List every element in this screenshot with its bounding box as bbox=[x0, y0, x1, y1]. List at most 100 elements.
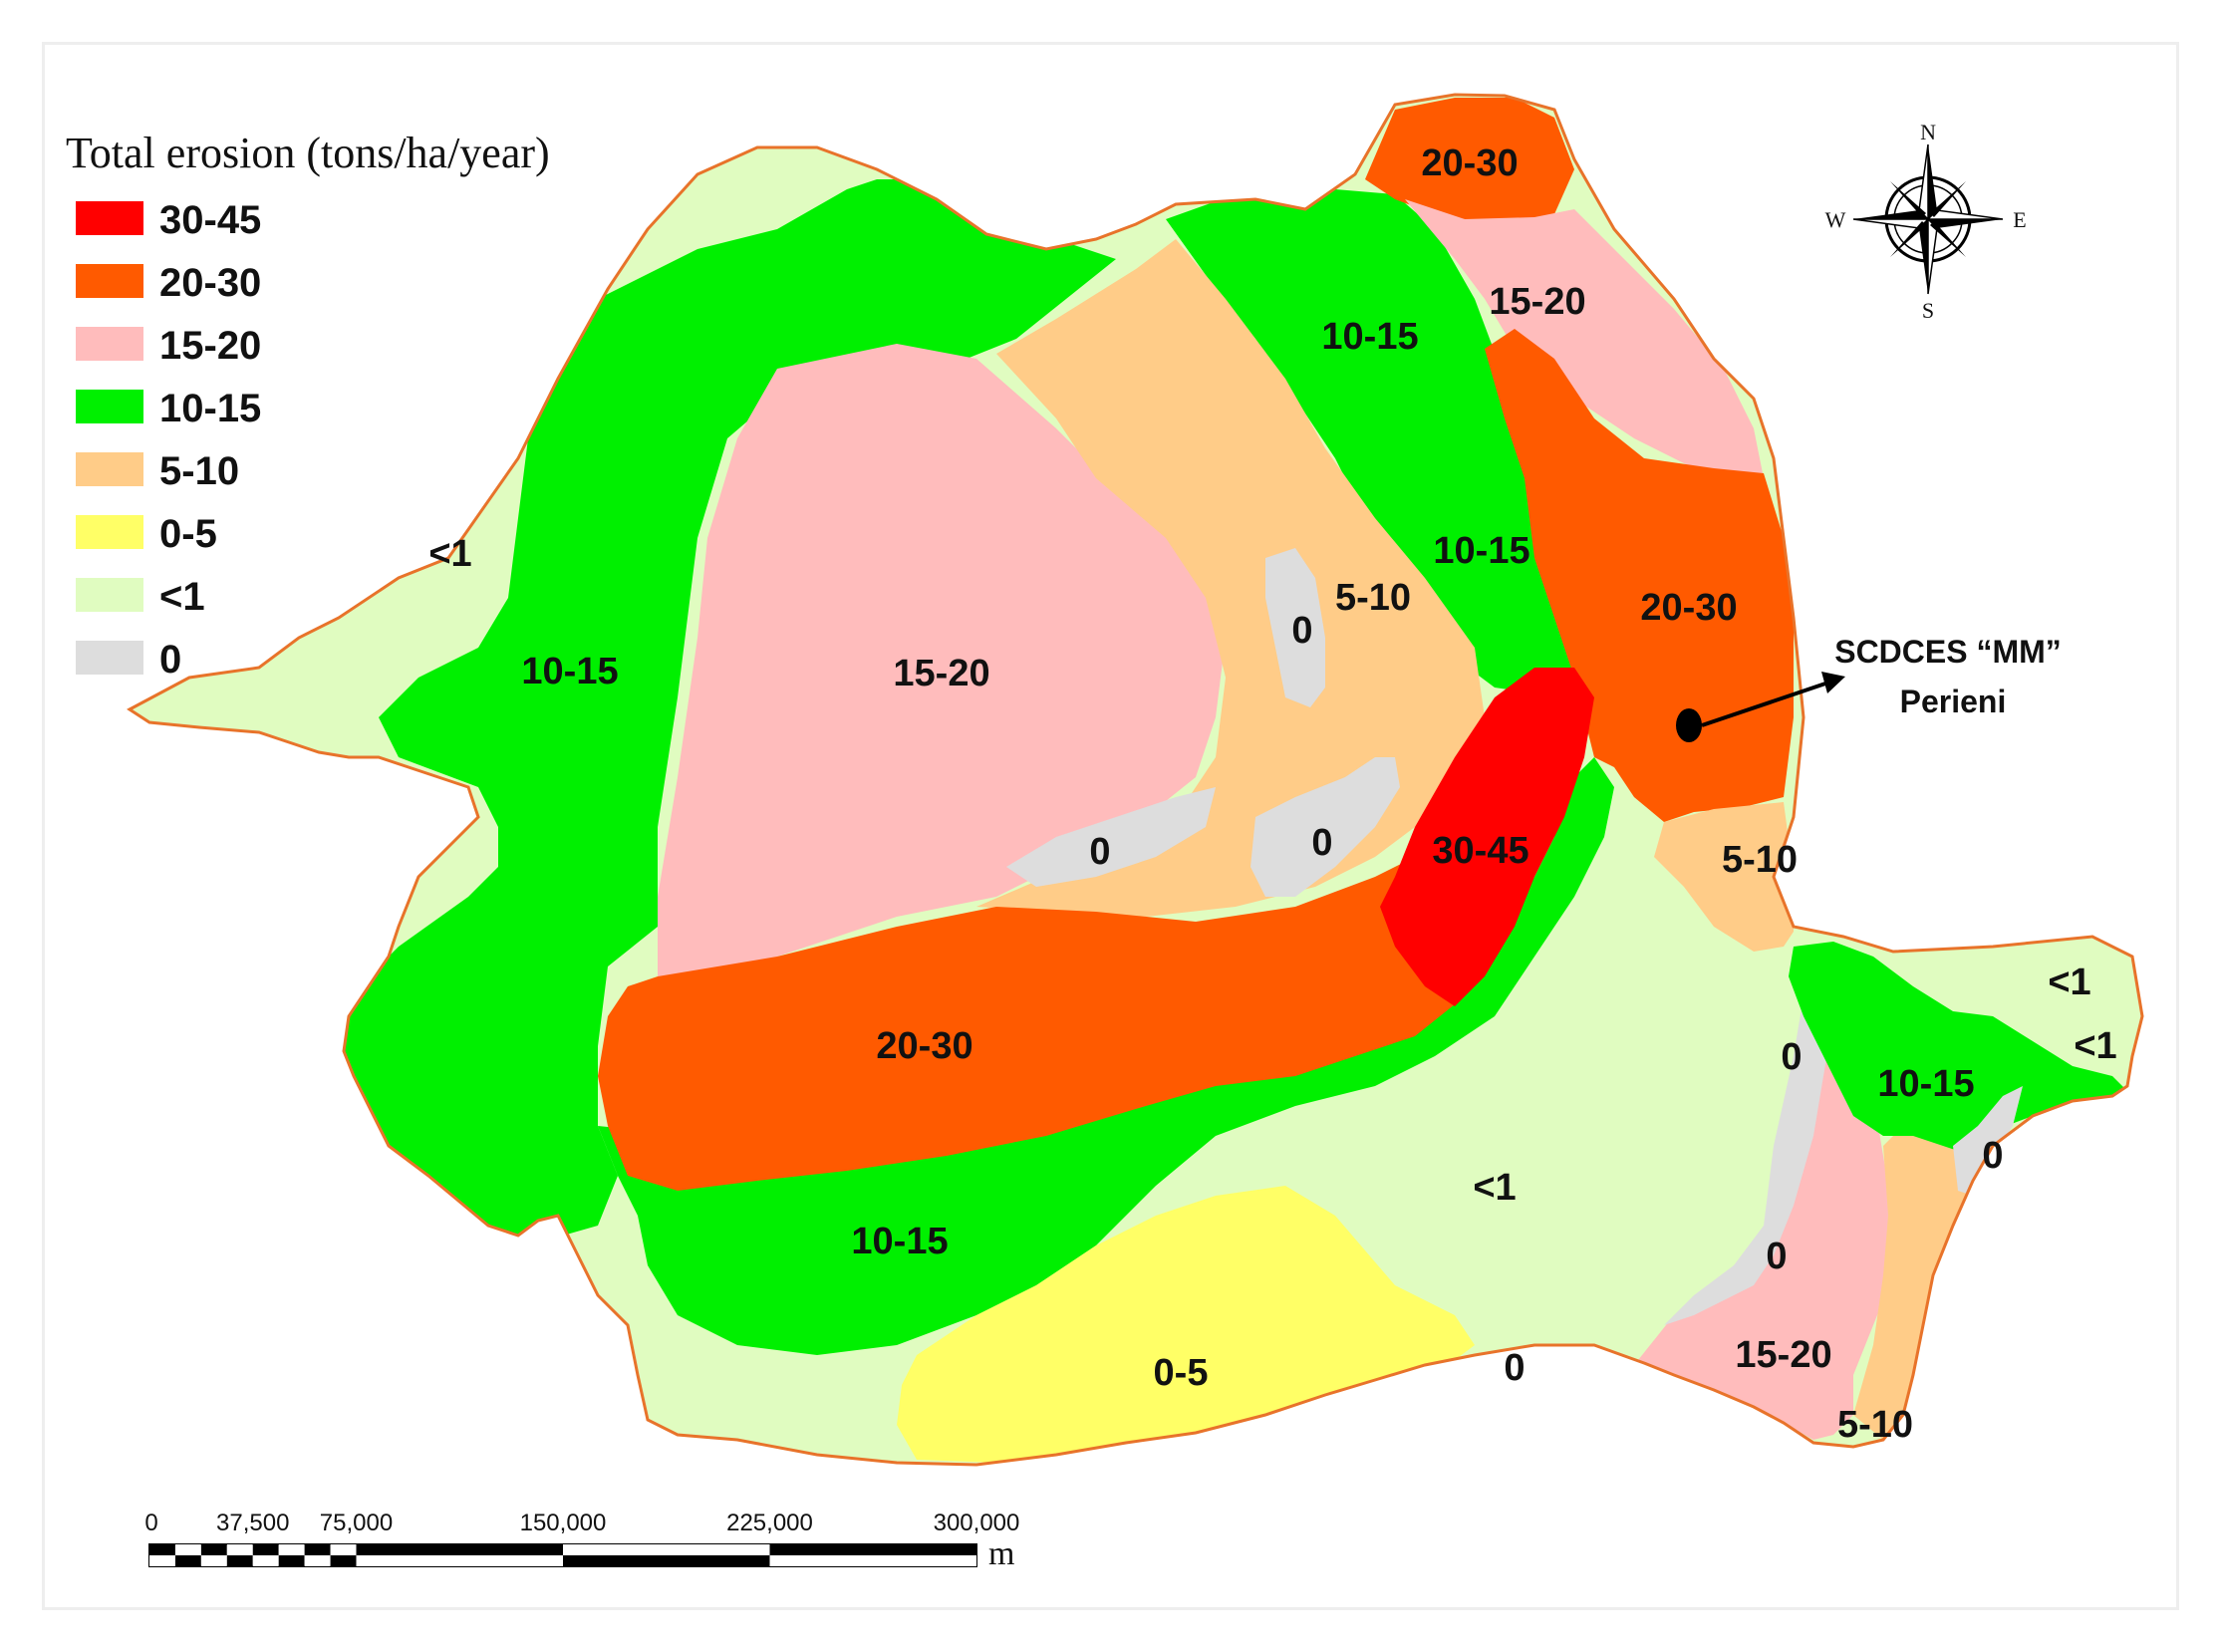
zone-label: 20-30 bbox=[1421, 142, 1518, 184]
zone-label: 0 bbox=[1781, 1036, 1802, 1078]
zone-label: 10-15 bbox=[1433, 530, 1529, 572]
scale-segment bbox=[330, 1544, 357, 1555]
zone-se-5-10 bbox=[1853, 1116, 1983, 1440]
legend-item: <1 bbox=[76, 575, 205, 619]
legend-swatch bbox=[76, 264, 143, 298]
zone-label: 30-45 bbox=[1432, 830, 1528, 872]
zone-ne-20-30 bbox=[1365, 98, 1574, 224]
legend-label: 5-10 bbox=[159, 449, 239, 493]
scale-unit: m bbox=[988, 1535, 1014, 1572]
scale-segment bbox=[149, 1544, 175, 1555]
callout-arrow-head bbox=[1821, 672, 1845, 693]
legend-item: 5-10 bbox=[76, 449, 239, 493]
scale-tick-label: 0 bbox=[144, 1510, 157, 1536]
legend-label: 10-15 bbox=[159, 387, 261, 430]
zone-north-10-15 bbox=[1166, 189, 1594, 697]
zone-label: 10-15 bbox=[1321, 316, 1418, 358]
zone-zero-c bbox=[1006, 787, 1216, 887]
legend-label: 30-45 bbox=[159, 198, 261, 242]
zone-south-20-30 bbox=[598, 857, 1485, 1191]
legend-swatch bbox=[76, 452, 143, 486]
legend-swatch bbox=[76, 327, 143, 361]
zone-label: 0 bbox=[1766, 1236, 1787, 1277]
zone-label: 0 bbox=[1291, 610, 1312, 652]
scale-segment bbox=[356, 1544, 563, 1555]
zone-label: 20-30 bbox=[1640, 587, 1737, 629]
scale-tick-label: 150,000 bbox=[520, 1510, 607, 1536]
scale-segment bbox=[330, 1555, 357, 1566]
zone-label: 5-10 bbox=[1722, 839, 1798, 881]
compass-s: S bbox=[1922, 298, 1934, 323]
station-location: Perieni bbox=[1900, 684, 2007, 719]
station-name: SCDCES “MM” bbox=[1834, 634, 2062, 670]
compass-w: W bbox=[1825, 207, 1846, 232]
legend-swatch bbox=[76, 201, 143, 235]
scale-segment bbox=[226, 1544, 253, 1555]
zone-labels: <1 10-15 15-20 20-30 15-20 10-15 10-15 5… bbox=[428, 142, 2116, 1446]
zone-label: <1 bbox=[428, 533, 471, 575]
zone-label: <1 bbox=[2074, 1025, 2116, 1067]
legend-item: 30-45 bbox=[76, 198, 261, 242]
zone-center-5-10 bbox=[976, 239, 1485, 917]
scale-segment bbox=[252, 1555, 279, 1566]
scale-segment bbox=[769, 1555, 976, 1566]
legend-label: 20-30 bbox=[159, 261, 261, 305]
zone-label: 0 bbox=[1089, 831, 1110, 873]
legend-item: 0-5 bbox=[76, 512, 217, 556]
zone-east-20-30 bbox=[1485, 329, 1794, 822]
legend-item: 0 bbox=[76, 638, 181, 682]
compass-rose-icon: N S E W bbox=[1825, 120, 2027, 323]
zone-zero-delta bbox=[1953, 1086, 2023, 1196]
zone-delta-10-15 bbox=[1789, 942, 2127, 1156]
scale-segment bbox=[200, 1555, 227, 1566]
zone-zero-a bbox=[1265, 548, 1325, 707]
zone-label: 15-20 bbox=[893, 653, 989, 694]
zone-label: <1 bbox=[2048, 962, 2090, 1003]
scale-segment bbox=[149, 1555, 175, 1566]
station-callout: SCDCES “MM” Perieni bbox=[1676, 634, 2062, 742]
legend-label: 0-5 bbox=[159, 512, 217, 556]
zone-label: 10-15 bbox=[1877, 1063, 1974, 1105]
legend-label: 15-20 bbox=[159, 324, 261, 368]
zone-label: 10-15 bbox=[851, 1221, 948, 1262]
legend-swatch bbox=[76, 578, 143, 612]
legend-item: 10-15 bbox=[76, 387, 261, 430]
scale-segment bbox=[278, 1555, 305, 1566]
legend: Total erosion (tons/ha/year) 30-45 20-30 1… bbox=[66, 129, 550, 682]
zone-zero-strip bbox=[1664, 986, 1833, 1325]
zone-label: 5-10 bbox=[1837, 1404, 1913, 1446]
zone-label: 0 bbox=[1982, 1135, 2003, 1177]
zone-ne-15-20 bbox=[1405, 199, 1764, 478]
zone-label: 0 bbox=[1311, 822, 1332, 864]
scale-bar: m 0 37,500 75,000 150,000 225,000 300,000 bbox=[144, 1510, 1019, 1572]
scale-segment bbox=[252, 1544, 279, 1555]
zone-label: 10-15 bbox=[521, 651, 618, 692]
zone-west-10-15 bbox=[339, 179, 1116, 1245]
legend-swatch bbox=[76, 515, 143, 549]
scale-segment bbox=[304, 1555, 331, 1566]
scale-tick-label: 75,000 bbox=[320, 1510, 393, 1536]
scale-segment bbox=[278, 1544, 305, 1555]
legend-title: Total erosion (tons/ha/year) bbox=[66, 129, 550, 177]
zone-east-5-10 bbox=[1654, 802, 1794, 952]
legend-swatch bbox=[76, 641, 143, 675]
legend-swatch bbox=[76, 390, 143, 423]
scale-segment bbox=[226, 1555, 253, 1566]
zone-label: 0 bbox=[1504, 1347, 1525, 1389]
zone-30-45 bbox=[1380, 668, 1594, 1006]
legend-item: 20-30 bbox=[76, 261, 261, 305]
scale-tick-label: 37,500 bbox=[216, 1510, 289, 1536]
scale-segment bbox=[769, 1544, 976, 1555]
station-marker bbox=[1676, 708, 1702, 742]
legend-label: <1 bbox=[159, 575, 205, 619]
country-border bbox=[127, 93, 2144, 1467]
zone-center-15-20 bbox=[658, 344, 1226, 976]
erosion-zones bbox=[130, 95, 2142, 1465]
zone-label: 15-20 bbox=[1735, 1334, 1831, 1376]
scale-segment bbox=[563, 1544, 770, 1555]
map-frame bbox=[42, 42, 2179, 1610]
scale-tick-label: 300,000 bbox=[934, 1510, 1020, 1536]
compass-n: N bbox=[1920, 120, 1936, 144]
legend-item: 15-20 bbox=[76, 324, 261, 368]
